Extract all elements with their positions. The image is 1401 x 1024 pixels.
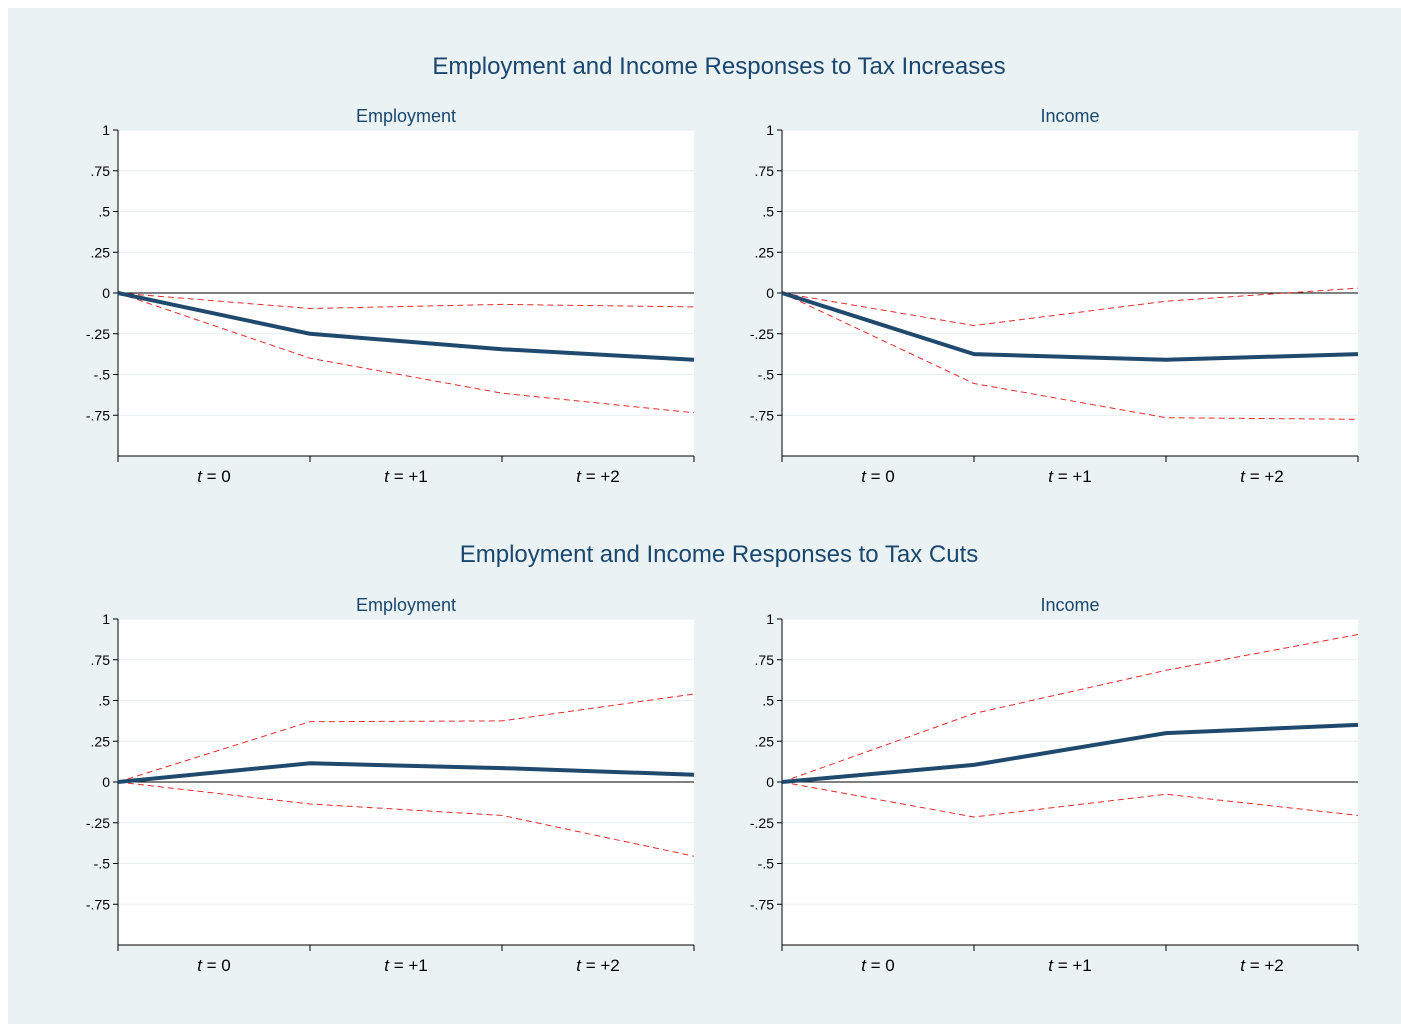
y-tick-label: -.75 [750, 407, 774, 423]
x-tick-label: t = +2 [1240, 467, 1284, 486]
y-tick-label: -.75 [750, 896, 774, 912]
figure-background: Employment and Income Responses to Tax I… [8, 8, 1401, 1024]
y-tick-label: .75 [755, 652, 775, 668]
x-tick-label-variable: t [1240, 467, 1246, 486]
y-tick-label: 1 [102, 122, 110, 138]
x-tick-label-value: = +2 [581, 956, 620, 975]
y-tick-label: -.25 [750, 815, 774, 831]
upper-confidence-line [117, 693, 695, 783]
x-tick-label: t = +2 [576, 956, 620, 975]
y-tick-label: 0 [766, 285, 774, 301]
x-tick-label-variable: t [1048, 956, 1054, 975]
panel-subtitle: Employment [356, 106, 456, 126]
x-tick-label-value: = 0 [866, 467, 895, 486]
x-tick-label-value: = +1 [1053, 467, 1092, 486]
y-tick-label: .25 [91, 244, 111, 260]
y-tick-label: .5 [762, 693, 774, 709]
x-tick-label-value: = +2 [1245, 956, 1284, 975]
x-tick-label: t = +1 [1048, 467, 1092, 486]
y-tick-label: -.5 [94, 367, 111, 383]
x-tick-label-value: = +1 [389, 956, 428, 975]
x-tick-label-value: = +2 [581, 467, 620, 486]
y-tick-label: -.25 [86, 815, 110, 831]
y-tick-label: .5 [98, 204, 110, 220]
y-tick-label: -.25 [750, 326, 774, 342]
x-tick-label: t = +2 [1240, 956, 1284, 975]
y-tick-label: -.5 [758, 367, 775, 383]
panel-subtitle: Income [1040, 595, 1099, 615]
x-tick-label-value: = +1 [389, 467, 428, 486]
x-tick-label: t = +1 [384, 467, 428, 486]
point-estimate-line [117, 291, 695, 362]
x-tick-label-variable: t [1048, 467, 1054, 486]
x-tick-label: t = 0 [861, 467, 895, 486]
y-tick-label: -.25 [86, 326, 110, 342]
point-estimate-line [781, 722, 1359, 784]
point-estimate-line [117, 761, 695, 784]
lower-confidence-line [781, 781, 1359, 818]
lower-confidence-line [117, 292, 695, 414]
x-tick-label-value: = +2 [1245, 467, 1284, 486]
x-tick-label-variable: t [576, 467, 582, 486]
x-tick-label-variable: t [384, 467, 390, 486]
y-tick-label: -.5 [758, 856, 775, 872]
x-tick-label-variable: t [576, 956, 582, 975]
x-tick-label-variable: t [197, 467, 203, 486]
y-tick-label: .75 [755, 163, 775, 179]
x-tick-label-variable: t [384, 956, 390, 975]
x-tick-label-variable: t [861, 956, 867, 975]
y-tick-label: 0 [102, 774, 110, 790]
y-tick-label: -.75 [86, 896, 110, 912]
x-tick-label: t = 0 [197, 467, 231, 486]
y-tick-label: .5 [98, 693, 110, 709]
upper-confidence-line [781, 287, 1359, 327]
lower-confidence-line [117, 781, 695, 857]
lower-confidence-line [781, 292, 1359, 420]
x-tick-label: t = +2 [576, 467, 620, 486]
x-tick-label: t = 0 [861, 956, 895, 975]
y-tick-label: .75 [91, 163, 111, 179]
upper-confidence-line [781, 634, 1359, 783]
y-tick-label: .25 [755, 733, 775, 749]
x-tick-label: t = +1 [1048, 956, 1092, 975]
panel-subtitle: Income [1040, 106, 1099, 126]
y-tick-label: .25 [755, 244, 775, 260]
x-tick-label-value: = +1 [1053, 956, 1092, 975]
y-tick-label: .75 [91, 652, 111, 668]
y-tick-label: 1 [766, 122, 774, 138]
x-tick-label-variable: t [1240, 956, 1246, 975]
y-tick-label: -.75 [86, 407, 110, 423]
x-tick-label-variable: t [197, 956, 203, 975]
y-tick-label: 1 [766, 611, 774, 627]
y-tick-label: .5 [762, 204, 774, 220]
panel-subtitle: Employment [356, 595, 456, 615]
y-tick-label: 1 [102, 611, 110, 627]
section-title-tax-cuts: Employment and Income Responses to Tax C… [459, 541, 979, 568]
section-title-tax-increases: Employment and Income Responses to Tax I… [432, 53, 1006, 80]
x-tick-label-variable: t [861, 467, 867, 486]
x-tick-label-value: = 0 [866, 956, 895, 975]
point-estimate-line [781, 291, 1359, 362]
upper-confidence-line [117, 292, 695, 309]
x-tick-label-value: = 0 [202, 956, 231, 975]
y-tick-label: .25 [91, 733, 111, 749]
x-tick-label: t = +1 [384, 956, 428, 975]
y-tick-label: 0 [102, 285, 110, 301]
x-tick-label-value: = 0 [202, 467, 231, 486]
y-tick-label: -.5 [94, 856, 111, 872]
x-tick-label: t = 0 [197, 956, 231, 975]
y-tick-label: 0 [766, 774, 774, 790]
